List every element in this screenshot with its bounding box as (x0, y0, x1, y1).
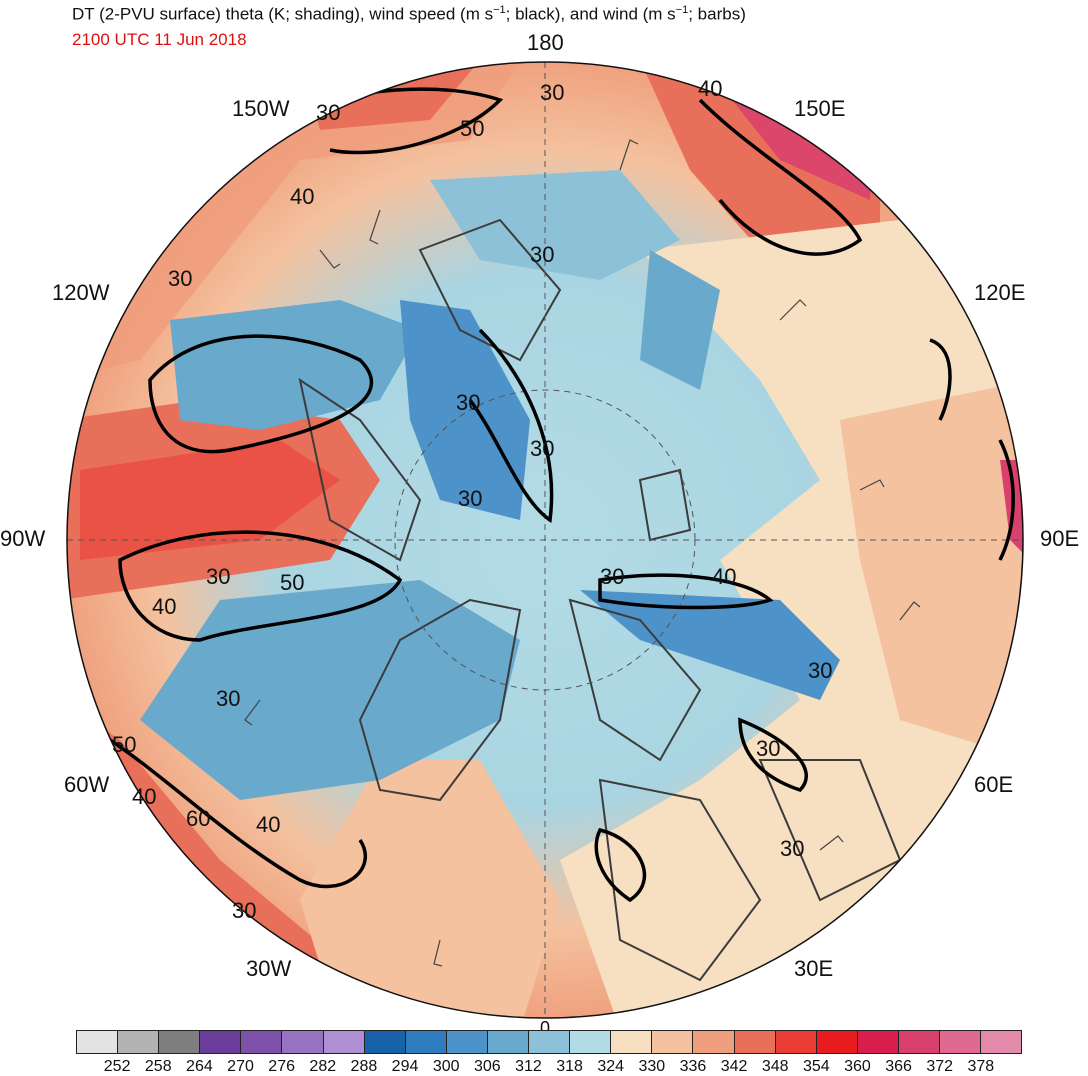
contour-label: 30 (540, 80, 564, 105)
lon-label-150w: 150W (232, 96, 290, 121)
colorbar-swatch (570, 1031, 612, 1053)
title-superscript: −1 (675, 4, 689, 16)
colorbar-tick-label: 336 (679, 1058, 707, 1075)
lon-label-90e: 90E (1040, 526, 1080, 551)
colorbar-tick-label: 252 (103, 1058, 131, 1075)
contour-label: 30 (530, 436, 554, 461)
colorbar-tick-labels: 252 258 264 270 276 282 288 294 300 306 312 318 324 3… (76, 1058, 1022, 1076)
contour-label: 50 (280, 570, 304, 595)
colorbar-swatch (939, 1031, 982, 1053)
colorbar-swatch (652, 1031, 694, 1053)
colorbar-tick-label: 354 (802, 1058, 830, 1075)
contour-label: 40 (152, 594, 176, 619)
contour-label: 30 (756, 736, 780, 761)
colorbar-swatch (734, 1031, 776, 1053)
contour-label: 30 (316, 100, 340, 125)
colorbar-tick-label: 348 (761, 1058, 789, 1075)
coastlines (298, 218, 902, 982)
lon-label-0: 0 (540, 1018, 551, 1038)
colorbar-tick-label: 270 (227, 1058, 254, 1075)
colorbar-tick-label: 324 (597, 1058, 625, 1075)
graticule (67, 62, 1023, 1018)
colorbar-tick-label: 276 (268, 1058, 295, 1075)
colorbar-swatch (118, 1031, 160, 1053)
colorbar-swatch (159, 1031, 201, 1053)
contour-label-group: 30 50 30 40 30 30 40 30 30 30 30 30 30 5… (112, 76, 832, 923)
lon-label-150e: 150E (794, 96, 846, 121)
contour-label: 40 (712, 564, 736, 589)
lon-label-30e: 30E (794, 956, 834, 981)
map-border (66, 61, 1024, 1019)
timestamp: 2100 UTC 11 Jun 2018 (72, 30, 247, 49)
theta-shading (67, 62, 1023, 1018)
contour-label: 30 (780, 836, 804, 861)
contour-label: 30 (808, 658, 832, 683)
contour-label: 30 (168, 266, 192, 291)
colorbar-swatch (446, 1031, 488, 1053)
colorbar-swatch (775, 1031, 817, 1053)
colorbar-tick-label: 360 (844, 1058, 871, 1075)
lon-label-60e: 60E (974, 772, 1014, 797)
contour-label: 40 (256, 812, 280, 837)
colorbar-tick-label: 294 (391, 1058, 419, 1075)
lon-label-180: 180 (527, 30, 564, 55)
colorbar-swatch (241, 1031, 283, 1053)
contour-label: 30 (206, 564, 230, 589)
contour-label: 30 (600, 564, 624, 589)
contour-label: 30 (456, 390, 480, 415)
colorbar-tick-label: 288 (350, 1058, 378, 1075)
colorbar-swatch (200, 1031, 242, 1053)
contour-label: 30 (530, 242, 554, 267)
colorbar-swatch (898, 1031, 940, 1053)
title-part: ; black), and wind (m s (505, 4, 676, 24)
contour-label: 30 (458, 486, 482, 511)
colorbar-tick-label: 312 (515, 1058, 542, 1075)
contour-label: 40 (698, 76, 722, 101)
contour-label: 40 (290, 184, 314, 209)
colorbar-swatch (282, 1031, 324, 1053)
colorbar-swatch (529, 1031, 571, 1053)
colorbar-tick-label: 300 (432, 1058, 460, 1075)
lon-label-120e: 120E (974, 280, 1026, 305)
contour-label: 30 (216, 686, 240, 711)
lon-label-30w: 30W (246, 956, 292, 981)
title-part: DT (2-PVU surface) theta (K; shading), w… (72, 4, 494, 24)
colorbar-swatch (816, 1031, 858, 1053)
figure-title: DT (2-PVU surface) theta (K; shading), w… (72, 4, 746, 25)
colorbar-tick-label: 330 (638, 1058, 666, 1075)
colorbar-tick-label: 366 (885, 1058, 912, 1075)
title-part: ; barbs) (688, 4, 746, 24)
colorbar-tick-label: 372 (926, 1058, 954, 1075)
lon-label-90w: 90W (0, 526, 46, 551)
title-superscript: −1 (493, 4, 506, 16)
contour-label: 60 (186, 806, 210, 831)
colorbar-swatch (364, 1031, 406, 1053)
colorbar-tick-label: 258 (144, 1058, 172, 1075)
contour-label: 30 (232, 898, 256, 923)
colorbar-tick-label: 318 (556, 1058, 583, 1075)
contour-label: 50 (112, 732, 136, 757)
colorbar-swatch (611, 1031, 653, 1053)
wind-barbs (244, 139, 921, 967)
contour-label: 40 (132, 784, 156, 809)
colorbar-tick-label: 264 (186, 1058, 213, 1075)
colorbar-tick-label: 282 (309, 1058, 337, 1075)
colorbar-swatch (323, 1031, 365, 1053)
colorbar-tick-label: 378 (967, 1058, 995, 1075)
lon-label-60w: 60W (64, 772, 110, 797)
contour-label: 50 (460, 116, 484, 141)
colorbar-swatch (487, 1031, 530, 1053)
colorbar-swatch (405, 1031, 447, 1053)
colorbar-swatch (981, 1031, 1022, 1053)
colorbar-swatch (77, 1031, 119, 1053)
lon-label-120w: 120W (52, 280, 110, 305)
colorbar-tick-label: 342 (720, 1058, 748, 1075)
colorbar-swatch (857, 1031, 899, 1053)
colorbar-swatch (693, 1031, 735, 1053)
colorbar (76, 1030, 1022, 1054)
colorbar-tick-label: 306 (473, 1058, 501, 1075)
